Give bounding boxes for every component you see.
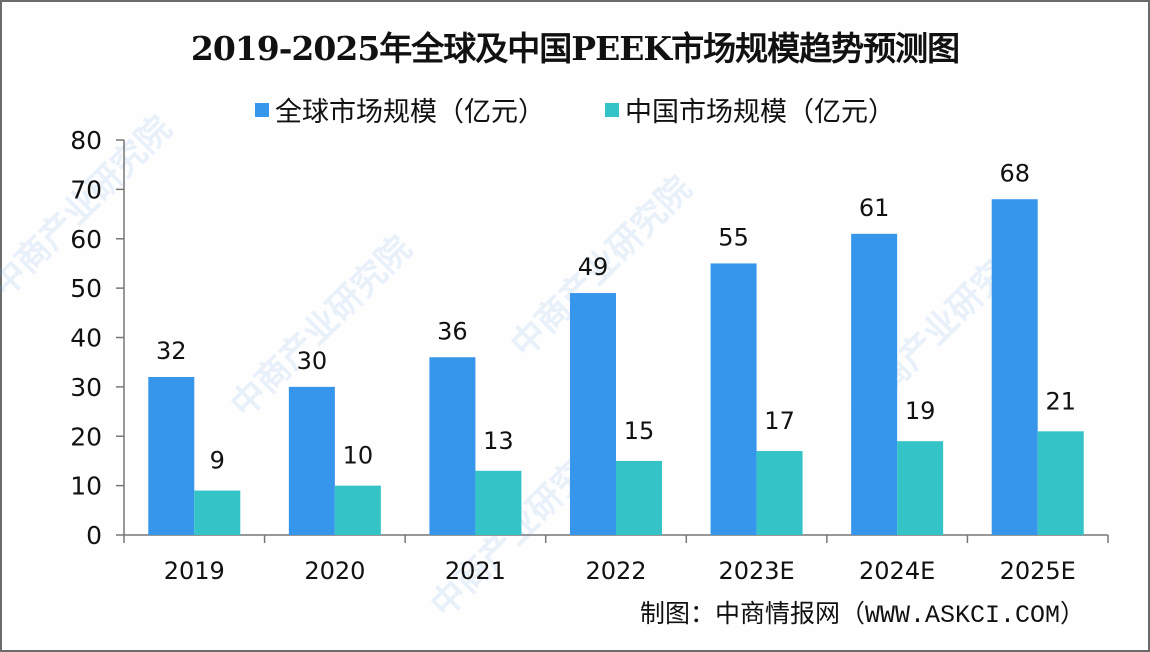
source-label: 制图：中商情报网 xyxy=(640,599,841,628)
legend-item-china[interactable]: 中国市场规模（亿元） xyxy=(605,90,895,129)
bar-china xyxy=(475,470,522,535)
y-tick-label: 40 xyxy=(70,324,102,353)
data-label-global: 36 xyxy=(437,317,468,345)
legend-label-china: 中国市场规模（亿元） xyxy=(625,97,895,128)
bar-china xyxy=(616,460,662,535)
legend-item-global[interactable]: 全球市场规模（亿元） xyxy=(255,90,545,129)
y-tick-label: 30 xyxy=(70,373,102,402)
bar-global xyxy=(148,377,195,535)
y-tick-label: 80 xyxy=(70,126,102,155)
data-label-global: 32 xyxy=(156,337,187,365)
x-tick-label: 2022 xyxy=(585,557,646,585)
bar-global xyxy=(991,199,1038,535)
legend-label-global: 全球市场规模（亿元） xyxy=(275,97,545,128)
data-label-global: 49 xyxy=(578,253,609,281)
data-label-china: 13 xyxy=(483,427,514,455)
data-label-china: 19 xyxy=(905,397,936,425)
bar-china xyxy=(897,441,944,535)
bar-global xyxy=(429,357,476,535)
y-tick-label: 60 xyxy=(70,225,102,254)
data-label-global: 61 xyxy=(859,194,890,222)
data-label-china: 9 xyxy=(210,447,225,475)
bar-china xyxy=(1037,431,1084,535)
y-tick-label: 10 xyxy=(70,472,102,501)
data-label-global: 68 xyxy=(999,159,1030,187)
data-label-global: 30 xyxy=(297,347,328,375)
bar-china xyxy=(334,485,381,535)
x-tick-label: 2021 xyxy=(445,557,506,585)
bar-global xyxy=(851,233,898,535)
source-site: （WWW.ASKCI.COM） xyxy=(840,601,1086,630)
legend: 全球市场规模（亿元） 中国市场规模（亿元） xyxy=(0,90,1150,129)
source-note: 制图：中商情报网（WWW.ASKCI.COM） xyxy=(640,594,1085,630)
data-label-china: 15 xyxy=(624,417,655,445)
y-tick-label: 50 xyxy=(70,274,102,303)
data-label-china: 17 xyxy=(764,407,795,435)
data-label-china: 10 xyxy=(343,442,374,470)
x-tick-label: 2023E xyxy=(718,557,794,585)
legend-swatch-global xyxy=(255,102,269,117)
x-tick-label: 2025E xyxy=(1000,557,1076,585)
bar-china xyxy=(756,451,803,535)
chart-title: 2019-2025年全球及中国PEEK市场规模趋势预测图 xyxy=(190,29,960,68)
bar-global xyxy=(570,293,616,535)
y-tick-label: 70 xyxy=(70,175,102,204)
data-label-china: 21 xyxy=(1045,387,1076,415)
bar-global xyxy=(710,263,757,535)
x-tick-label: 2024E xyxy=(859,557,935,585)
y-tick-label: 20 xyxy=(70,422,102,451)
bar-global xyxy=(288,386,335,535)
bar-china xyxy=(194,490,241,535)
x-tick-label: 2020 xyxy=(304,557,365,585)
data-label-global: 55 xyxy=(718,223,749,251)
y-tick-label: 0 xyxy=(86,521,102,550)
legend-swatch-china xyxy=(605,102,619,117)
x-tick-label: 2019 xyxy=(164,557,225,585)
